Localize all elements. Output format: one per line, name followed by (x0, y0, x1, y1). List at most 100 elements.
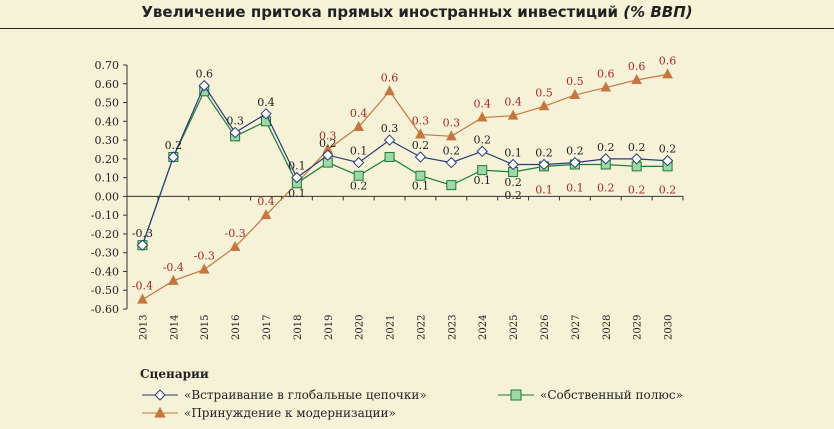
data-point (476, 111, 488, 122)
y-tick-label: -0.20 (91, 228, 119, 241)
y-tick-label: -0.40 (91, 265, 119, 278)
data-label: 0.2 (165, 139, 183, 152)
data-label: 0.2 (473, 133, 491, 146)
data-label-extra: 0.1 (566, 181, 584, 194)
data-label-extra: 0.2 (659, 183, 677, 196)
y-tick-label: 0.00 (95, 190, 120, 203)
data-point (260, 108, 272, 120)
series-line (142, 73, 668, 301)
data-label: -0.3 (132, 227, 153, 240)
x-tick-label: 2018 (293, 315, 304, 340)
data-point (260, 209, 272, 220)
data-point (415, 128, 426, 139)
x-tick-label: 2021 (386, 315, 397, 340)
y-tick-label: 0.10 (95, 172, 120, 185)
data-label: 0.2 (535, 146, 553, 159)
data-point (538, 100, 550, 111)
data-point (600, 153, 612, 165)
data-label: 0.3 (319, 129, 337, 142)
data-label: 0.1 (473, 174, 491, 187)
data-point (322, 149, 334, 161)
data-label: 0.4 (257, 96, 275, 109)
legend-marker-own (498, 389, 534, 401)
data-point (662, 68, 673, 79)
data-point (291, 171, 303, 184)
data-point (446, 180, 457, 191)
data-label: 0.3 (381, 122, 399, 135)
data-label: -0.3 (194, 250, 215, 263)
y-tick-label: 0.20 (95, 153, 120, 166)
data-label: -0.4 (163, 261, 184, 274)
data-point (229, 126, 241, 139)
x-tick-label: 2017 (262, 315, 273, 340)
data-label: 0.6 (628, 60, 646, 73)
data-point (136, 239, 149, 251)
y-tick-label: -0.10 (91, 209, 119, 222)
data-point (538, 158, 550, 171)
x-tick-label: 2026 (540, 315, 551, 340)
data-point (631, 73, 642, 85)
y-tick-label: 0.40 (95, 115, 120, 128)
data-point (352, 156, 365, 169)
data-point (445, 156, 458, 169)
legend-marker-embed (142, 389, 178, 401)
data-label: 0.6 (597, 68, 615, 81)
x-tick-label: 2030 (664, 315, 675, 340)
title-divider (0, 28, 834, 29)
data-point (661, 155, 674, 167)
data-point (569, 156, 581, 169)
data-point (384, 151, 395, 162)
x-tick-label: 2023 (447, 315, 458, 340)
legend-marker-coerce (142, 407, 178, 418)
data-point (167, 151, 180, 163)
y-tick-label: -0.50 (91, 284, 119, 297)
x-tick-label: 2014 (169, 315, 180, 340)
y-tick-label: 0.50 (95, 97, 120, 110)
chart-title-unit: (% ВВП) (623, 3, 693, 21)
x-tick-label: 2013 (138, 315, 149, 340)
x-tick-label: 2016 (231, 315, 242, 340)
x-tick-label: 2015 (200, 315, 211, 340)
data-label: 0.4 (504, 96, 522, 109)
data-label: 0.2 (504, 176, 522, 189)
legend-label-embed: «Встраивание в глобальные цепочки» (184, 388, 427, 402)
data-point (476, 145, 488, 158)
data-point (414, 151, 427, 163)
x-tick-label: 2024 (478, 315, 489, 340)
data-point (600, 81, 612, 92)
x-tick-label: 2027 (571, 315, 582, 340)
data-point (630, 153, 643, 165)
data-label: 0.1 (288, 187, 306, 200)
y-tick-label: -0.30 (91, 247, 119, 260)
x-tick-label: 2022 (416, 315, 427, 340)
chart-title: Увеличение притока прямых иностранных ин… (0, 3, 834, 21)
data-point (168, 274, 179, 285)
chart-title-main: Увеличение притока прямых иностранных ин… (141, 3, 619, 21)
data-label: 0.1 (350, 145, 368, 158)
data-label: 0.6 (195, 68, 213, 81)
legend-label-own: «Собственный полюс» (540, 388, 683, 402)
data-point (383, 134, 396, 146)
data-point (198, 79, 210, 92)
data-label: 0.2 (659, 143, 677, 156)
data-label: 0.4 (257, 195, 275, 208)
y-tick-label: 0.70 (95, 59, 120, 72)
y-tick-label: 0.60 (95, 78, 120, 91)
data-point (353, 170, 364, 181)
data-label: 0.2 (628, 141, 646, 154)
data-label: 0.1 (504, 146, 522, 159)
x-tick-label: 2020 (355, 315, 366, 340)
x-tick-label: 2019 (324, 315, 335, 340)
data-point (446, 130, 457, 141)
data-label-extra: 0.2 (504, 189, 522, 202)
data-label: 0.2 (566, 145, 584, 158)
data-label: 0.2 (350, 180, 368, 193)
legend-item-embed: «Встраивание в глобальные цепочки» (142, 388, 427, 402)
data-label: 0.4 (473, 98, 491, 111)
data-point (137, 293, 148, 304)
data-label: 0.6 (659, 54, 677, 67)
legend-item-own: «Собственный полюс» (498, 388, 683, 402)
y-tick-label: -0.60 (91, 303, 119, 316)
